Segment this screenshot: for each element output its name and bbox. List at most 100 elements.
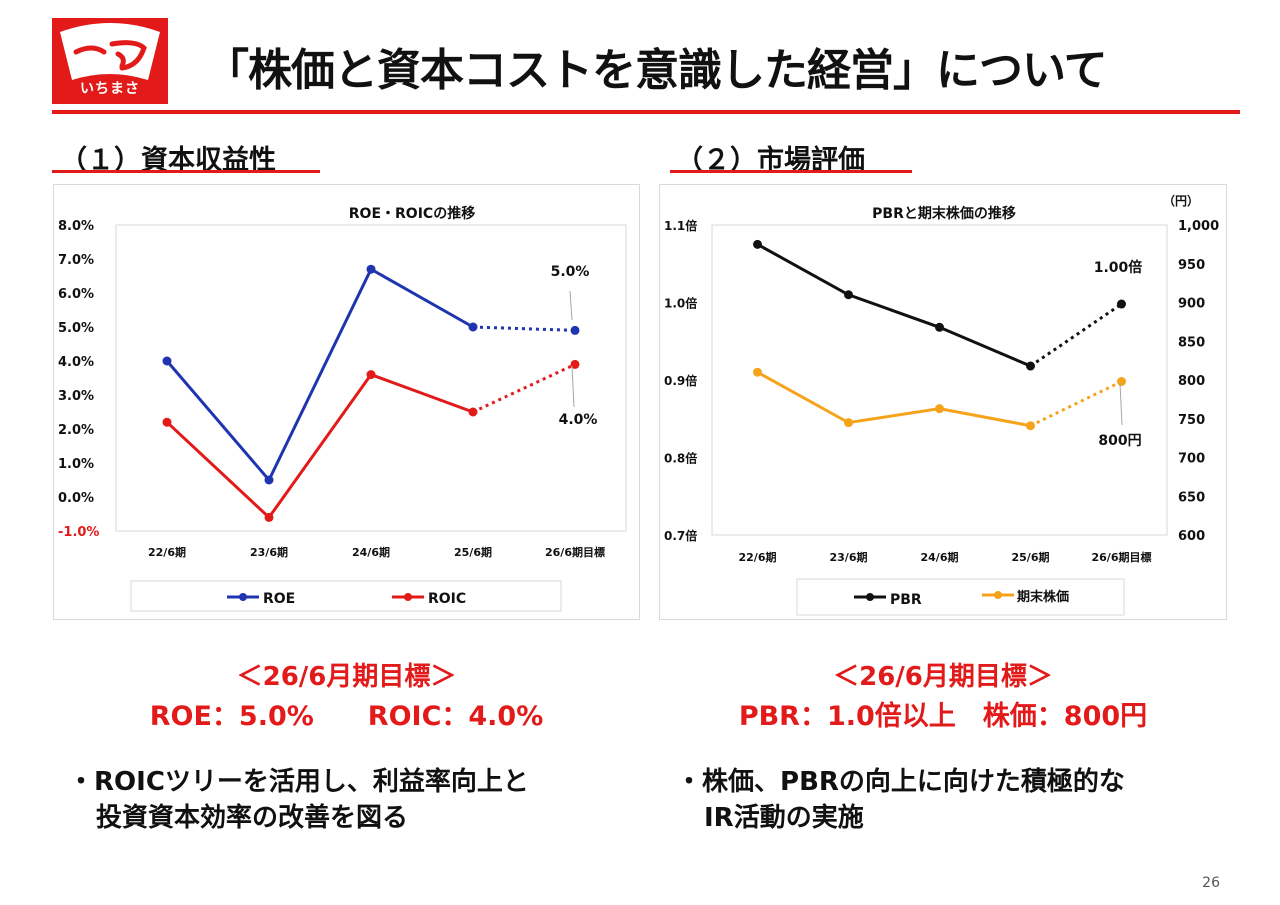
y-right-tick-label: 850 (1178, 335, 1205, 350)
roic-point (570, 359, 580, 369)
roic-point (162, 417, 172, 427)
chart-title: PBRと期末株価の推移 (872, 205, 1016, 222)
x-tick-label: 22/6期 (739, 550, 777, 564)
y-tick-label: 5.0% (58, 321, 94, 336)
target-values-left: ROE：5.0% ROIC：4.0% (149, 701, 544, 732)
pbr-target-label: 1.00倍 (1094, 259, 1143, 276)
title-divider (52, 110, 1240, 114)
section-underline (52, 170, 320, 173)
right-axis-unit: （円） (1163, 193, 1199, 208)
legend-pbr-marker (866, 593, 874, 601)
roe-point (468, 322, 478, 332)
chart-title: ROE・ROICの推移 (349, 205, 475, 222)
roe-point (162, 356, 172, 366)
section-underline (670, 170, 912, 173)
y-right-tick-label: 600 (1178, 529, 1205, 544)
stock-price-point (753, 367, 762, 377)
roe-point (366, 264, 376, 274)
page-number: 26 (1202, 875, 1220, 891)
y-right-tick-label: 950 (1178, 258, 1205, 273)
x-tick-label: 23/6期 (250, 545, 288, 559)
stock-price-point (935, 404, 944, 414)
pbr-point (844, 290, 853, 300)
x-tick-label: 26/6期目標 (1092, 550, 1152, 564)
y-tick-label: -1.0% (58, 525, 99, 540)
logo-mark-icon (60, 23, 160, 80)
roic-point (468, 407, 478, 417)
price-target-leader (1119, 382, 1123, 426)
y-tick-label: 0.0% (58, 491, 94, 506)
bullet-left: ・ROICツリーを活用し、利益率向上と 投資資本効率の改善を図る (68, 764, 529, 836)
roe-target-leader (569, 290, 573, 321)
y-right-tick-label: 650 (1178, 490, 1205, 505)
company-logo: いちまさ (52, 18, 168, 104)
stock-price-point (844, 418, 853, 428)
roic-point (366, 370, 376, 380)
bullet-mark: ・ (68, 767, 95, 797)
roe-point (570, 325, 580, 335)
plot-area (115, 224, 627, 532)
roe-roic-chart: ROE・ROICの推移 8.0% 7.0% 6.0% 5.0% 4.0% 3.0% 2.0%… (53, 184, 640, 620)
y-tick-label: 7.0% (58, 253, 94, 268)
y-right-tick-label: 900 (1178, 297, 1205, 312)
bullet-line: 投資資本効率の改善を図る (96, 803, 409, 833)
legend-pbr-label: PBR (890, 592, 922, 608)
y-left-tick-label: 0.7倍 (664, 528, 697, 543)
x-tick-label: 24/6期 (352, 545, 390, 559)
y-right-tick-label: 700 (1178, 452, 1205, 467)
roe-target-label: 5.0% (551, 264, 590, 280)
legend-price-label: 期末株価 (1017, 589, 1069, 605)
roic-target-label: 4.0% (559, 412, 598, 428)
y-left-tick-label: 1.0倍 (664, 296, 697, 311)
pbr-point (1026, 361, 1035, 371)
page-title: 「株価と資本コストを意識した経営」について (205, 45, 1108, 96)
stock-price-line-forecast (1029, 380, 1123, 428)
pbr-line-forecast (1029, 302, 1123, 368)
pbr-point (1117, 299, 1126, 309)
roe-line-forecast (472, 325, 576, 332)
y-right-tick-label: 800 (1178, 374, 1205, 389)
legend-box (130, 580, 562, 612)
y-tick-label: 1.0% (58, 457, 94, 472)
legend-price-marker (994, 591, 1002, 599)
y-left-tick-label: 0.9倍 (664, 373, 697, 388)
y-left-tick-label: 1.1倍 (664, 218, 697, 233)
bullet-line: IR活動の実施 (704, 803, 864, 833)
y-right-tick-label: 750 (1178, 413, 1205, 428)
bullet-line: 株価、PBRの向上に向けた積極的な (702, 767, 1125, 797)
stock-price-point (1026, 421, 1035, 431)
legend-roe-marker (239, 593, 247, 601)
bullet-line: ROICツリーを活用し、利益率向上と (94, 767, 529, 797)
pbr-price-chart-svg: PBRと期末株価の推移 （円） 1.1倍 1.0倍 0.9倍 0.8倍 0.7倍 1,0… (664, 193, 1219, 616)
roic-line-forecast (472, 363, 576, 414)
stock-price-line-actual (756, 370, 1031, 428)
target-values-right: PBR：1.0倍以上 株価：800円 (738, 701, 1148, 732)
bullet-mark: ・ (676, 767, 703, 797)
legend-roic-label: ROIC (428, 591, 466, 607)
target-heading-right: ＜26/6月期目標＞ (833, 662, 1053, 692)
pbr-point (935, 322, 944, 332)
legend-box (796, 578, 1125, 616)
pbr-line-actual (756, 243, 1032, 368)
y-tick-label: 6.0% (58, 287, 94, 302)
y-right-tick-label: 1,000 (1178, 219, 1219, 234)
legend-roe-label: ROE (263, 591, 295, 607)
logo-text: いちまさ (80, 81, 140, 97)
x-tick-label: 25/6期 (454, 545, 492, 559)
plot-area (711, 224, 1168, 536)
y-tick-label: 3.0% (58, 389, 94, 404)
y-left-tick-label: 0.8倍 (664, 451, 697, 466)
y-tick-label: 4.0% (58, 355, 94, 370)
pbr-price-chart: PBRと期末株価の推移 （円） 1.1倍 1.0倍 0.9倍 0.8倍 0.7倍 1,0… (659, 184, 1227, 620)
roe-point (264, 475, 274, 485)
roe-line-actual (165, 267, 474, 483)
roic-target-leader (571, 365, 575, 408)
roic-line-actual (165, 372, 474, 520)
x-tick-label: 25/6期 (1012, 550, 1050, 564)
price-target-label: 800円 (1098, 433, 1141, 449)
pbr-point (753, 239, 762, 249)
x-tick-label: 26/6期目標 (545, 545, 605, 559)
x-tick-label: 23/6期 (830, 550, 868, 564)
x-tick-label: 24/6期 (921, 550, 959, 564)
bullet-right: ・株価、PBRの向上に向けた積極的な IR活動の実施 (676, 764, 1125, 836)
